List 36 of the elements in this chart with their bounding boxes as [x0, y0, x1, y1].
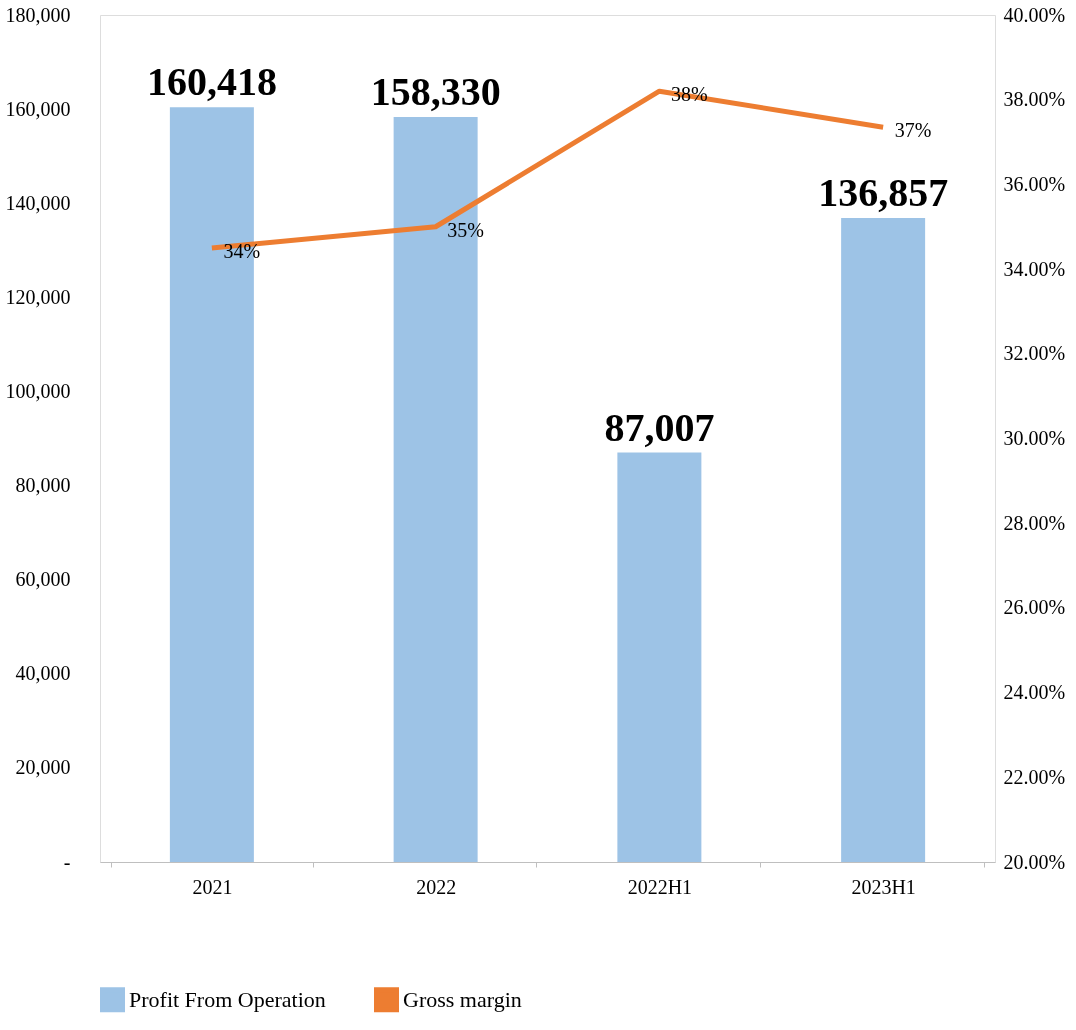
y2-tick-label: 20.00%	[1003, 850, 1066, 873]
y-tick-label: 120,000	[5, 285, 71, 308]
data-label: 158,330	[370, 68, 501, 114]
legend-label: Gross margin	[403, 986, 522, 1012]
y2-tick-label: 40.00%	[1003, 3, 1066, 26]
data-label: 87,007	[604, 404, 715, 450]
data-label: 37%	[894, 119, 932, 142]
y-tick-label: 140,000	[5, 191, 71, 214]
y2-tick-label: 34.00%	[1003, 257, 1066, 280]
y2-tick-label: 22.00%	[1003, 765, 1066, 788]
legend-label: Profit From Operation	[129, 986, 326, 1012]
bar	[617, 452, 702, 862]
x-tick-label: 2022	[416, 875, 457, 898]
y2-tick-label: 26.00%	[1003, 596, 1066, 619]
y2-tick-label: 36.00%	[1003, 172, 1066, 195]
y2-tick-label: 38.00%	[1003, 88, 1066, 111]
y-tick-label: 40,000	[15, 662, 71, 685]
y2-tick-label: 28.00%	[1003, 511, 1066, 534]
bar	[841, 218, 926, 862]
x-tick-label: 2022H1	[627, 875, 693, 898]
y-tick-label: 60,000	[15, 568, 71, 591]
y-tick-label: 160,000	[5, 97, 71, 120]
y2-tick-label: 24.00%	[1003, 681, 1066, 704]
y-tick-label: 180,000	[5, 3, 71, 26]
x-tick-label: 2023H1	[851, 875, 916, 898]
y-tick-label: 80,000	[15, 474, 71, 497]
data-label: 38%	[671, 83, 708, 106]
data-label: 35%	[447, 218, 484, 241]
y2-tick-label: 30.00%	[1003, 427, 1066, 449]
y2-tick-label: 32.00%	[1003, 342, 1066, 365]
data-label: 136,857	[818, 170, 949, 216]
y-tick-label: -	[63, 850, 71, 873]
y-tick-label: 20,000	[15, 756, 71, 779]
x-tick-label: 2021	[192, 875, 233, 898]
y-tick-label: 100,000	[5, 379, 71, 402]
data-label: 160,418	[146, 59, 277, 105]
